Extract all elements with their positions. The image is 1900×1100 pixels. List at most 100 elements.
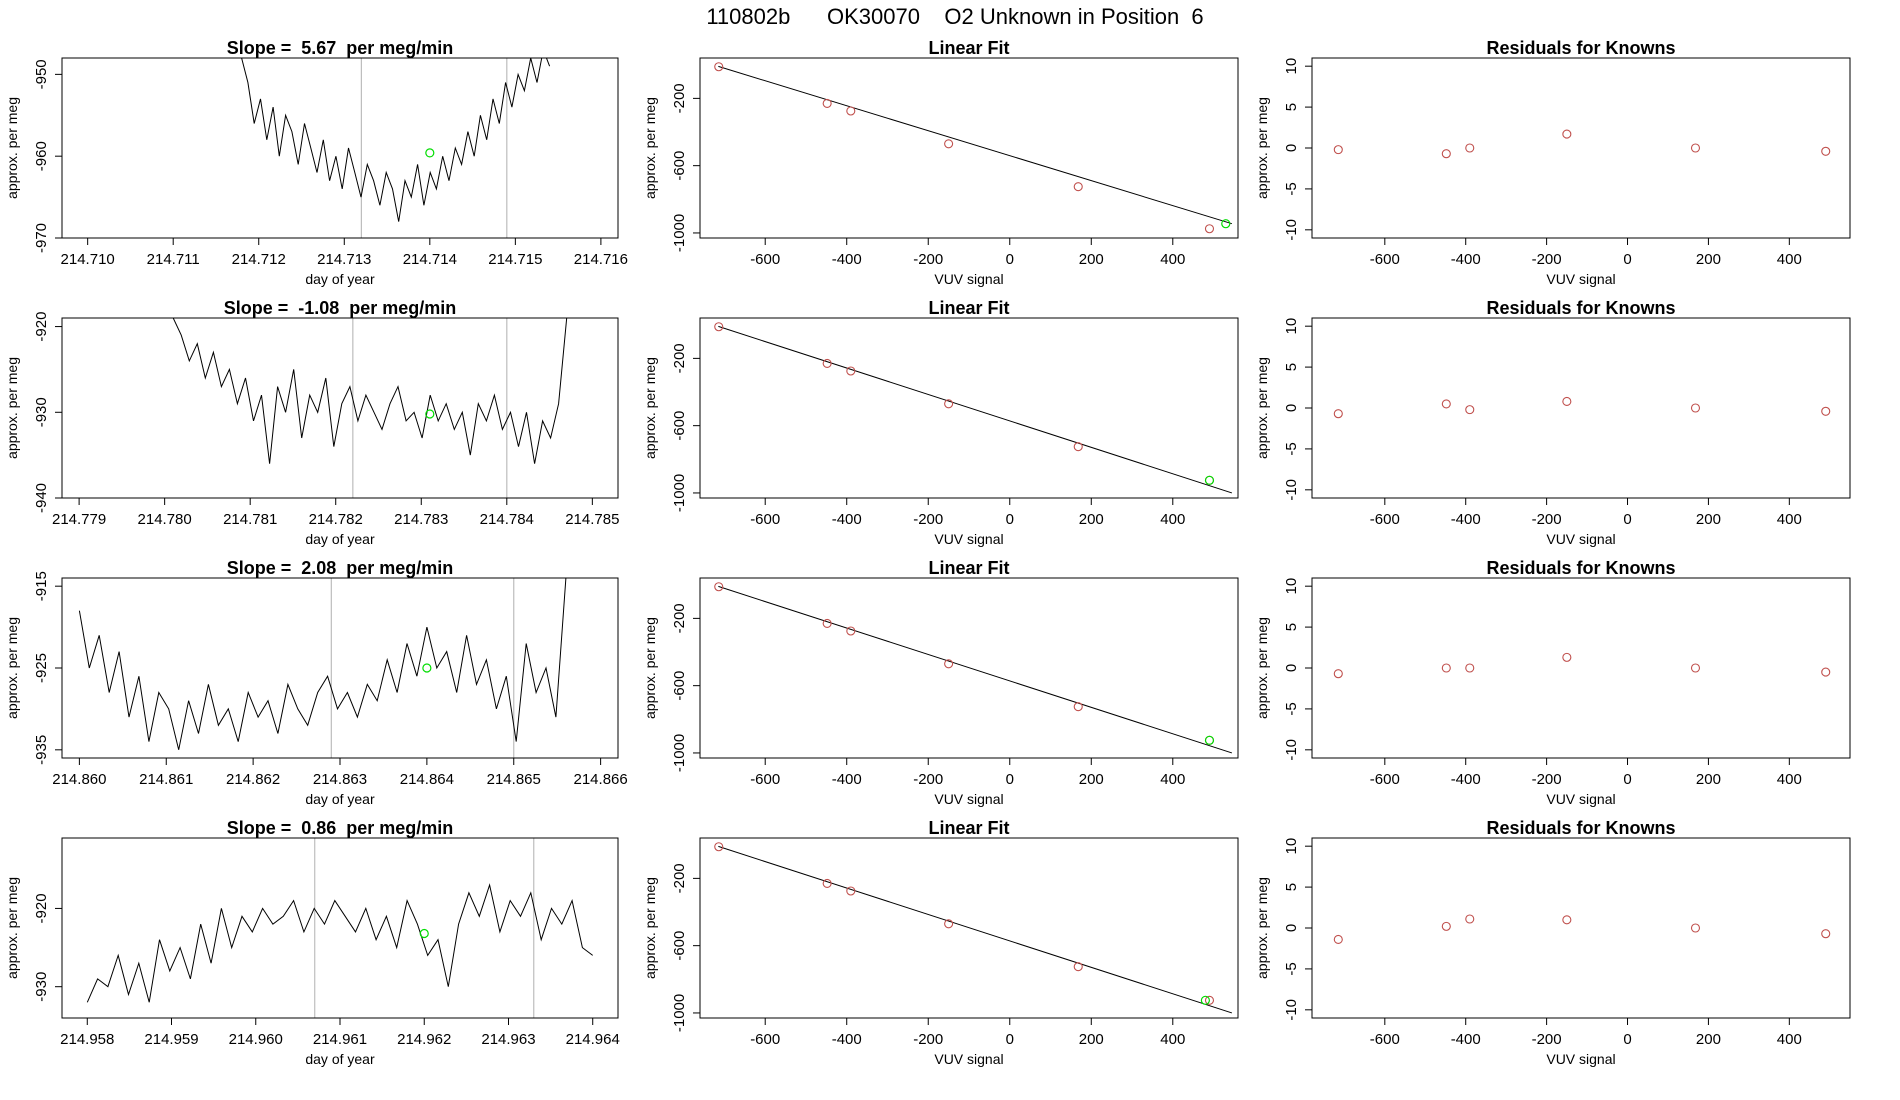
known-point-marker	[846, 366, 856, 376]
x-tick-label: -600	[750, 511, 780, 528]
panel-content	[78, 578, 567, 758]
known-point-marker	[1204, 995, 1215, 1005]
known-point-marker	[1441, 399, 1451, 409]
known-point-marker	[846, 106, 856, 116]
panel-title: Slope = -1.08 per meg/min	[224, 298, 457, 318]
x-tick-label: 214.782	[309, 511, 363, 528]
panel-residuals-row3: -600 -400 -200 0 200 400 VUV signal -10 -5 0 5 10 ap…	[1254, 558, 1851, 807]
fit-line	[718, 325, 1233, 494]
y-tick-label: -200	[671, 343, 688, 373]
known-point-marker	[1690, 923, 1701, 933]
x-tick-label: 400	[1160, 771, 1185, 788]
plot-frame	[1311, 837, 1851, 1019]
y-tick-label: -5	[1283, 442, 1300, 455]
known-point-marker	[1073, 702, 1083, 712]
data-series-line	[172, 318, 568, 464]
unknown-point-marker	[419, 928, 429, 939]
y-tick-label: -915	[33, 571, 50, 601]
x-tick-label: 214.860	[52, 771, 106, 788]
known-point-marker	[944, 139, 954, 149]
y-tick-label: -920	[33, 312, 50, 342]
x-tick-label: 214.716	[574, 251, 628, 268]
x-tick-label: -200	[913, 1031, 943, 1048]
x-tick-label: 214.958	[60, 1031, 114, 1048]
known-point-marker	[1465, 405, 1475, 415]
x-tick-label: 214.780	[138, 511, 192, 528]
x-tick-label: 214.712	[232, 251, 286, 268]
y-tick-label: -600	[671, 931, 688, 961]
unknown-point-marker	[1221, 219, 1231, 229]
y-axis-label: approx. per meg	[1254, 97, 1270, 199]
x-tick-label: 214.863	[313, 771, 367, 788]
y-tick-label: 10	[1283, 318, 1300, 335]
y-tick-label: -1000	[671, 474, 688, 512]
known-point-marker	[944, 659, 954, 669]
panel-title: Linear Fit	[928, 558, 1009, 578]
known-point-marker	[1690, 143, 1701, 153]
y-tick-label: -600	[671, 151, 688, 181]
known-point-marker	[714, 582, 724, 592]
x-tick-label: 214.781	[223, 511, 277, 528]
unknown-point-marker	[425, 409, 435, 419]
x-tick-label: -400	[1451, 511, 1481, 528]
x-tick-label: 0	[1006, 771, 1014, 788]
x-tick-label: -600	[1370, 771, 1400, 788]
x-axis-label: day of year	[305, 1051, 375, 1067]
panel-title: Linear Fit	[928, 818, 1009, 838]
x-tick-label: 0	[1623, 771, 1631, 788]
x-axis-label: VUV signal	[1546, 271, 1615, 287]
y-tick-label: -950	[33, 59, 50, 89]
y-tick-label: -935	[33, 735, 50, 765]
y-tick-label: -930	[33, 972, 50, 1002]
plot-frame	[1311, 317, 1851, 499]
y-tick-label: -10	[1283, 479, 1300, 501]
x-tick-label: -400	[1451, 771, 1481, 788]
x-axis-label: VUV signal	[1546, 1051, 1615, 1067]
x-tick-label: 214.861	[139, 771, 193, 788]
x-tick-label: -400	[832, 511, 862, 528]
y-tick-label: -970	[33, 223, 50, 253]
x-tick-label: 214.862	[226, 771, 280, 788]
panel-title: Slope = 2.08 per meg/min	[227, 558, 454, 578]
y-tick-label: -1000	[671, 734, 688, 772]
x-tick-label: 214.960	[229, 1031, 283, 1048]
panel-content	[1333, 129, 1831, 159]
known-point-marker	[846, 886, 856, 896]
x-tick-label: 0	[1006, 511, 1014, 528]
panel-content	[1333, 652, 1831, 679]
x-tick-label: 200	[1079, 771, 1104, 788]
known-point-marker	[1465, 143, 1475, 153]
panel-title: Slope = 0.86 per meg/min	[227, 818, 454, 838]
data-series-line	[241, 58, 551, 222]
panel-timeseries-row2: 214.779 214.780 214.781 214.782 214.783 214.7…	[4, 298, 619, 547]
x-axis-label: day of year	[305, 531, 375, 547]
panel-fit-row4: -600 -400 -200 0 200 400 VUV signal -1000 -600 -2…	[642, 818, 1239, 1067]
x-axis-label: VUV signal	[1546, 791, 1615, 807]
y-tick-label: -200	[671, 603, 688, 633]
panel-title: Linear Fit	[928, 298, 1009, 318]
x-tick-label: -200	[913, 511, 943, 528]
known-point-marker	[822, 98, 832, 108]
known-point-marker	[1073, 442, 1083, 452]
panel-content	[714, 842, 1233, 1014]
known-point-marker	[1073, 962, 1083, 972]
x-tick-label: 214.710	[61, 251, 115, 268]
y-tick-label: -10	[1283, 739, 1300, 761]
panel-content	[714, 322, 1233, 494]
x-tick-label: 400	[1777, 511, 1802, 528]
x-tick-label: 214.962	[397, 1031, 451, 1048]
x-tick-label: 200	[1079, 511, 1104, 528]
panel-content	[714, 582, 1233, 754]
panel-content	[86, 838, 594, 1018]
x-tick-label: 0	[1006, 1031, 1014, 1048]
plot-frame	[61, 577, 619, 759]
y-tick-label: -200	[671, 83, 688, 113]
panel-title: Residuals for Knowns	[1486, 38, 1675, 58]
known-point-marker	[1562, 129, 1572, 139]
x-tick-label: 200	[1696, 251, 1721, 268]
x-tick-label: -600	[1370, 511, 1400, 528]
known-point-marker	[1562, 915, 1572, 925]
y-tick-label: 5	[1283, 103, 1300, 111]
x-tick-label: 214.714	[403, 251, 457, 268]
y-axis-label: approx. per meg	[642, 357, 658, 459]
